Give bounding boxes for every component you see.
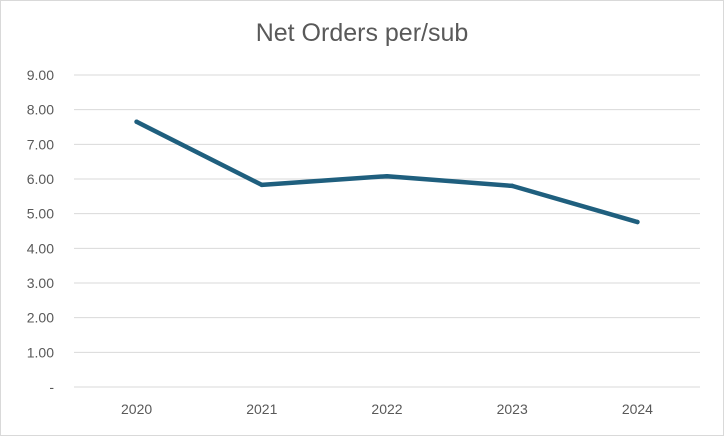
y-tick-label: 3.00 — [27, 275, 54, 291]
y-tick-label: 8.00 — [27, 102, 54, 118]
x-tick-label: 2021 — [246, 401, 277, 417]
y-axis-tick-labels: - 1.00 2.00 3.00 4.00 5.00 6.00 7.00 8.00 9.00 — [27, 67, 55, 395]
x-axis-tick-labels: 2020 2021 2022 2023 2024 — [121, 401, 653, 417]
data-point — [134, 119, 139, 125]
x-tick-label: 2022 — [371, 401, 402, 417]
y-tick-label: 1.00 — [27, 344, 54, 360]
gridlines — [74, 74, 700, 388]
y-tick-label: 5.00 — [27, 206, 54, 222]
y-tick-label: 7.00 — [27, 136, 54, 152]
series-layer — [134, 119, 640, 225]
data-point — [509, 183, 515, 189]
series-line — [134, 119, 640, 225]
x-tick-label: 2024 — [622, 401, 653, 417]
data-point — [259, 182, 265, 188]
data-point — [384, 173, 390, 179]
y-tick-label: 4.00 — [27, 240, 54, 256]
chart-title: Net Orders per/sub — [255, 19, 469, 47]
y-tick-label: 2.00 — [27, 310, 54, 326]
x-tick-label: 2020 — [121, 401, 152, 417]
x-tick-label: 2023 — [497, 401, 528, 417]
data-point — [635, 219, 640, 225]
y-tick-label: 6.00 — [27, 171, 54, 187]
y-tick-label: - — [49, 379, 54, 395]
y-tick-label: 9.00 — [27, 67, 54, 83]
